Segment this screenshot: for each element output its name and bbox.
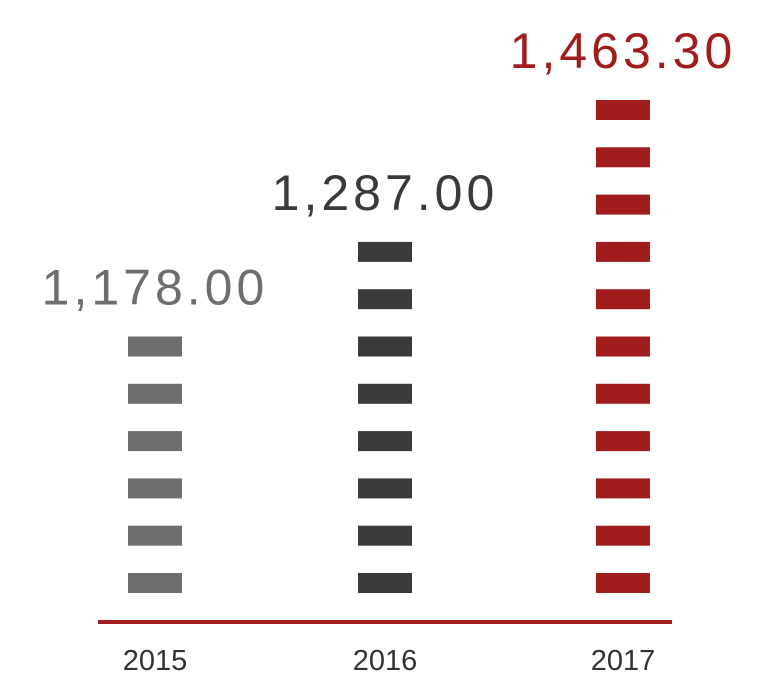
value-label: 1,178.00 (42, 260, 269, 316)
bar-segment (358, 383, 412, 404)
bars-group (128, 100, 650, 593)
bar-segment (128, 525, 182, 546)
bar-segment (596, 478, 650, 499)
bar-segment (596, 147, 650, 168)
bar-segment (596, 573, 650, 593)
bar-segment (596, 525, 650, 546)
value-label: 1,463.30 (510, 23, 737, 79)
bar-2016 (358, 241, 412, 593)
x-tick-label: 2017 (591, 645, 656, 677)
value-labels-group: 1,178.001,287.00 1,463.30 (42, 23, 737, 316)
bar-segment (358, 241, 412, 262)
x-tick-labels-group: 2015 2016 2017 (123, 645, 656, 677)
bar-segment (596, 289, 650, 310)
bar-segment (128, 383, 182, 404)
bar-segment (358, 289, 412, 310)
value-label: 1,287.00 (272, 165, 499, 221)
bar-segment (128, 431, 182, 452)
bar-2015 (128, 336, 182, 593)
bar-segment (596, 241, 650, 262)
x-tick-label: 2015 (123, 645, 188, 677)
bar-segment (358, 336, 412, 357)
bar-segment (358, 525, 412, 546)
bar-segment (128, 573, 182, 593)
bar-segment (596, 194, 650, 215)
bar-segment (128, 478, 182, 499)
bar-segment (358, 478, 412, 499)
bar-segment (596, 336, 650, 357)
bar-segment (358, 431, 412, 452)
bar-segment (596, 383, 650, 404)
bar-segment (596, 100, 650, 120)
bar-2017 (596, 100, 650, 593)
x-tick-label: 2016 (353, 645, 418, 677)
bar-segment (596, 431, 650, 452)
bar-segment (358, 573, 412, 593)
bar-segment (128, 336, 182, 357)
